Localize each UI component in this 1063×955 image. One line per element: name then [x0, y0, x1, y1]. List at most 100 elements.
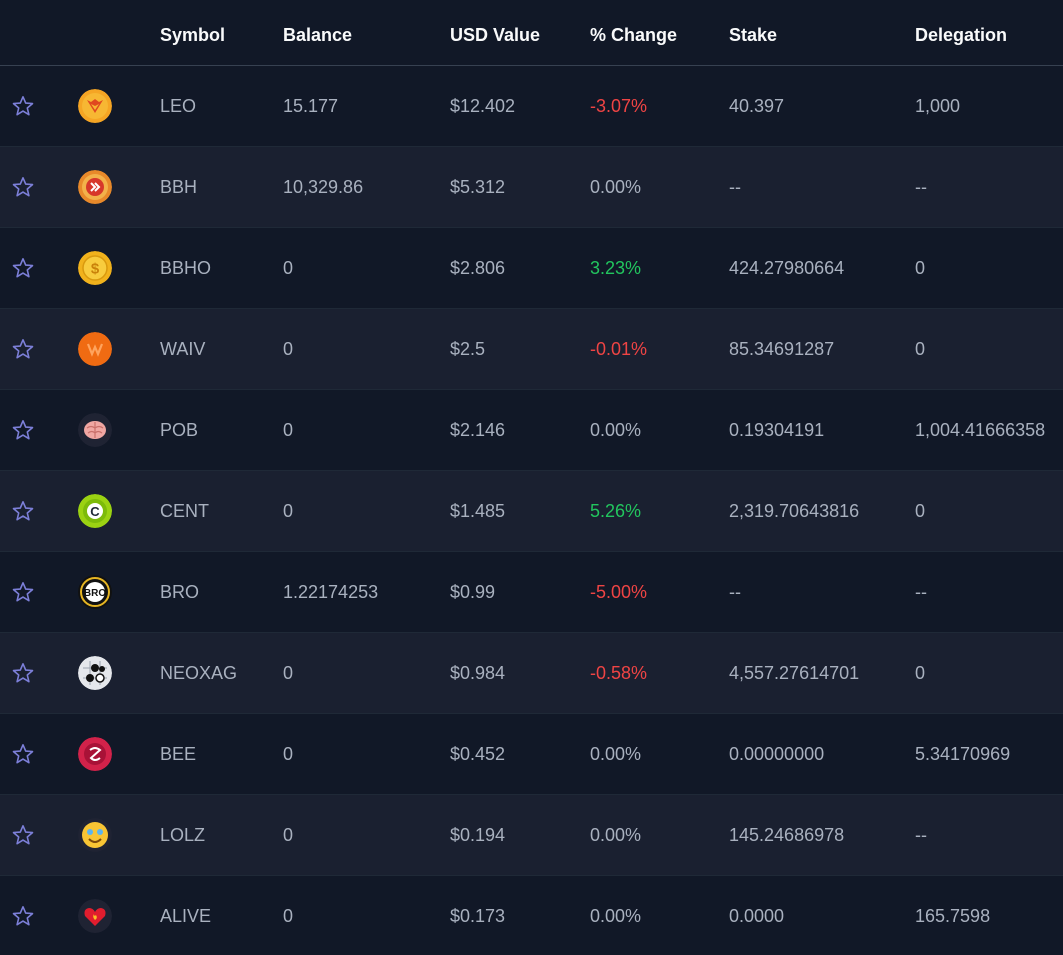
table-row[interactable]: BEE 0 $0.452 0.00% 0.00000000 5.34170969 [0, 714, 1063, 795]
cent-logo-icon: C [78, 494, 112, 528]
token-symbol[interactable]: ALIVE [160, 906, 212, 926]
token-usd-value: $1.485 [450, 501, 506, 521]
token-balance: 0 [283, 906, 294, 926]
favorite-star-icon[interactable] [11, 418, 35, 442]
token-change: -0.01% [590, 339, 648, 359]
token-delegation: 5.34170969 [915, 744, 1011, 764]
token-stake: 85.34691287 [729, 339, 835, 359]
alive-heart-logo-icon [78, 899, 112, 933]
token-delegation: -- [915, 177, 927, 197]
table-row[interactable]: BBH 10,329.86 $5.312 0.00% -- -- [0, 147, 1063, 228]
token-balance: 0 [283, 663, 294, 683]
token-change: -0.58% [590, 663, 648, 683]
header-balance[interactable]: Balance [283, 25, 353, 45]
bbh-logo-icon [78, 170, 112, 204]
token-balance: 0 [283, 339, 294, 359]
table-row[interactable]: LEO 15.177 $12.402 -3.07% 40.397 1,000 [0, 66, 1063, 147]
token-usd-value: $5.312 [450, 177, 506, 197]
waiv-logo-icon [78, 332, 112, 366]
token-delegation: 0 [915, 339, 926, 359]
token-change: 0.00% [590, 177, 642, 197]
token-stake: 4,557.27614701 [729, 663, 860, 683]
header-delegation[interactable]: Delegation [915, 25, 1008, 45]
table-row[interactable]: LOLZ 0 $0.194 0.00% 145.24686978 -- [0, 795, 1063, 876]
token-symbol[interactable]: LEO [160, 96, 197, 116]
bee-logo-icon [78, 737, 112, 771]
table-header: Symbol Balance USD Value % Change Stake … [0, 0, 1063, 66]
table-row[interactable]: ALIVE 0 $0.173 0.00% 0.0000 165.7598 [0, 876, 1063, 955]
token-balance: 0 [283, 825, 294, 845]
token-stake: 2,319.70643816 [729, 501, 860, 521]
token-delegation: 0 [915, 663, 926, 683]
token-balance: 15.177 [283, 96, 339, 116]
token-symbol[interactable]: BEE [160, 744, 197, 764]
header-stake[interactable]: Stake [729, 25, 778, 45]
token-delegation: 0 [915, 258, 926, 278]
favorite-star-icon[interactable] [11, 499, 35, 523]
favorite-star-icon[interactable] [11, 661, 35, 685]
svg-text:C: C [90, 504, 100, 519]
token-symbol[interactable]: CENT [160, 501, 209, 521]
neoxag-logo-icon [78, 656, 112, 690]
token-symbol[interactable]: LOLZ [160, 825, 206, 845]
token-stake: 40.397 [729, 96, 785, 116]
token-usd-value: $2.806 [450, 258, 506, 278]
token-change: 0.00% [590, 420, 642, 440]
token-usd-value: $2.5 [450, 339, 486, 359]
table-row[interactable]: NEOXAG 0 $0.984 -0.58% 4,557.27614701 0 [0, 633, 1063, 714]
token-usd-value: $0.452 [450, 744, 506, 764]
token-stake: -- [729, 582, 741, 602]
favorite-star-icon[interactable] [11, 337, 35, 361]
token-balance: 0 [283, 501, 294, 521]
token-usd-value: $0.194 [450, 825, 506, 845]
lolz-logo-icon [78, 818, 112, 852]
pob-brain-logo-icon [78, 413, 112, 447]
token-usd-value: $2.146 [450, 420, 506, 440]
bbho-logo-icon: $ [78, 251, 112, 285]
token-stake: 0.0000 [729, 906, 785, 926]
token-usd-value: $0.984 [450, 663, 506, 683]
token-symbol[interactable]: POB [160, 420, 199, 440]
svg-text:$: $ [91, 261, 100, 278]
token-change: 0.00% [590, 825, 642, 845]
token-stake: 0.19304191 [729, 420, 825, 440]
token-change: 5.26% [590, 501, 642, 521]
svg-text:BRO: BRO [84, 588, 106, 599]
token-symbol[interactable]: BRO [160, 582, 200, 602]
token-balance: 1.22174253 [283, 582, 379, 602]
token-symbol[interactable]: NEOXAG [160, 663, 238, 683]
token-change: 0.00% [590, 744, 642, 764]
favorite-star-icon[interactable] [11, 823, 35, 847]
table-row[interactable]: POB 0 $2.146 0.00% 0.19304191 1,004.41666358 [0, 390, 1063, 471]
table-row[interactable]: BRO BRO 1.22174253 $0.99 -5.00% -- -- [0, 552, 1063, 633]
favorite-star-icon[interactable] [11, 94, 35, 118]
token-symbol[interactable]: WAIV [160, 339, 206, 359]
token-balance: 10,329.86 [283, 177, 364, 197]
token-delegation: -- [915, 582, 927, 602]
table-row[interactable]: WAIV 0 $2.5 -0.01% 85.34691287 0 [0, 309, 1063, 390]
token-balance: 0 [283, 420, 294, 440]
token-usd-value: $12.402 [450, 96, 516, 116]
token-stake: 424.27980664 [729, 258, 845, 278]
table-row[interactable]: C CENT 0 $1.485 5.26% 2,319.70643816 0 [0, 471, 1063, 552]
favorite-star-icon[interactable] [11, 742, 35, 766]
token-change: 0.00% [590, 906, 642, 926]
favorite-star-icon[interactable] [11, 580, 35, 604]
token-symbol[interactable]: BBH [160, 177, 198, 197]
favorite-star-icon[interactable] [11, 175, 35, 199]
token-stake: -- [729, 177, 741, 197]
favorite-star-icon[interactable] [11, 904, 35, 928]
favorite-star-icon[interactable] [11, 256, 35, 280]
header-usd-value[interactable]: USD Value [450, 25, 541, 45]
token-change: -3.07% [590, 96, 648, 116]
token-delegation: 0 [915, 501, 926, 521]
token-delegation: 1,000 [915, 96, 961, 116]
table-row[interactable]: $ BBHO 0 $2.806 3.23% 424.27980664 0 [0, 228, 1063, 309]
header-symbol[interactable]: Symbol [160, 25, 226, 45]
token-balance: 0 [283, 258, 294, 278]
token-symbol[interactable]: BBHO [160, 258, 212, 278]
token-change: 3.23% [590, 258, 642, 278]
token-change: -5.00% [590, 582, 648, 602]
token-delegation: 1,004.41666358 [915, 420, 1046, 440]
header-change[interactable]: % Change [590, 25, 678, 45]
